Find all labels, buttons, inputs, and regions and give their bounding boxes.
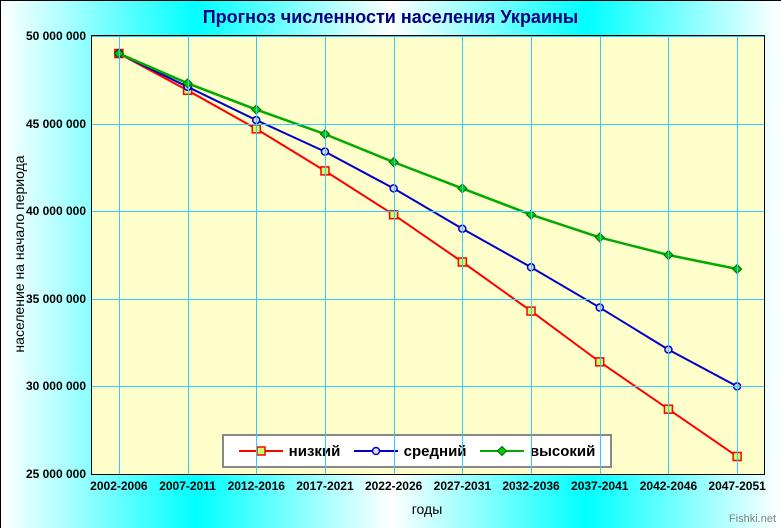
gridline-vertical [188,36,189,474]
series-layer [92,36,764,474]
gridline-horizontal [92,124,764,125]
watermark: Fishki.net [729,513,776,525]
x-tick-label: 2037-2041 [571,474,628,493]
gridline-vertical [394,36,395,474]
y-tick-label: 50 000 000 [26,29,92,43]
gridline-horizontal [92,211,764,212]
gridline-vertical [737,36,738,474]
gridline-horizontal [92,299,764,300]
chart-container: Прогноз численности населения Украины ни… [0,0,781,528]
legend-item: средний [354,443,467,460]
x-tick-label: 2017-2021 [296,474,353,493]
y-tick-label: 45 000 000 [26,117,92,131]
legend: низкий средний высокий [222,434,612,468]
x-tick-label: 2002-2006 [90,474,147,493]
series-line [119,54,737,457]
gridline-vertical [462,36,463,474]
x-axis-title: годы [412,501,443,517]
gridline-horizontal [92,386,764,387]
gridline-vertical [668,36,669,474]
legend-item: высокий [480,443,596,460]
x-tick-label: 2027-2031 [434,474,491,493]
x-tick-label: 2032-2036 [502,474,559,493]
legend-swatch [354,444,398,458]
gridline-vertical [325,36,326,474]
legend-swatch [239,444,283,458]
y-tick-label: 30 000 000 [26,379,92,393]
plot-area: низкийсреднийвысокий 25 000 00030 000 00… [91,35,765,475]
gridline-vertical [600,36,601,474]
gridline-vertical [256,36,257,474]
chart-title: Прогноз численности населения Украины [1,7,780,28]
legend-label: низкий [289,443,341,460]
x-tick-label: 2012-2016 [228,474,285,493]
y-tick-label: 40 000 000 [26,204,92,218]
x-tick-label: 2042-2046 [640,474,697,493]
y-axis-title: население на начало периода [11,155,27,352]
y-tick-label: 35 000 000 [26,292,92,306]
legend-label: высокий [530,443,596,460]
legend-label: средний [404,443,467,460]
series-line [119,54,737,269]
gridline-horizontal [92,36,764,37]
x-tick-label: 2047-2051 [708,474,765,493]
x-tick-label: 2022-2026 [365,474,422,493]
y-tick-label: 25 000 000 [26,467,92,481]
gridline-vertical [119,36,120,474]
legend-swatch [480,444,524,458]
x-tick-label: 2007-2011 [159,474,216,493]
gridline-vertical [531,36,532,474]
